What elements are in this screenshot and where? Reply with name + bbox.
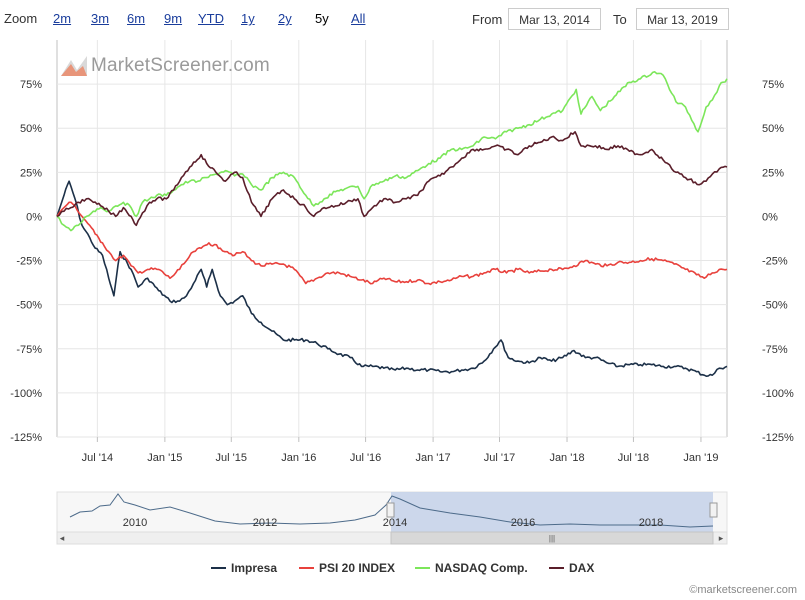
x-tick-label: Jul '16 — [350, 452, 381, 464]
y-tick-label-left: -75% — [16, 344, 42, 356]
y-axis-left: 75% 50% 25% 0% -25% -50% -75% -100% -125% — [10, 79, 42, 444]
x-tick-label: Jul '17 — [484, 452, 515, 464]
zoom-5y-button[interactable]: 5y — [315, 11, 329, 26]
series-line-nasdaq-comp[interactable] — [56, 71, 728, 232]
legend-swatch-psi20 — [299, 567, 314, 569]
zoom-1y-button[interactable]: 1y — [241, 11, 255, 26]
series-line-psi-20-index[interactable] — [56, 201, 728, 286]
y-tick-label-left: -50% — [16, 300, 42, 312]
legend-label-nasdaq: NASDAQ Comp. — [435, 561, 528, 575]
series-line-dax[interactable] — [56, 131, 728, 227]
scrollbar-grip-icon: ||| — [549, 534, 555, 543]
y-tick-label-right: 75% — [762, 79, 784, 91]
zoom-label: Zoom — [4, 11, 38, 26]
zoom-ytd-button[interactable]: YTD — [198, 11, 224, 26]
y-axis-right: 75% 50% 25% 0% -25% -50% -75% -100% -125% — [762, 79, 794, 444]
navigator-year-label: 2012 — [253, 517, 277, 529]
y-tick-label-right: 25% — [762, 167, 784, 179]
logo-text: MarketScreener.com — [91, 55, 270, 76]
y-tick-label-left: 0% — [26, 211, 42, 223]
series-layer — [56, 71, 728, 377]
y-tick-label-left: -25% — [16, 256, 42, 268]
legend-label-psi20: PSI 20 INDEX — [319, 561, 396, 575]
zoom-3m-button[interactable]: 3m — [91, 11, 110, 26]
x-tick-label: Jul '18 — [618, 452, 649, 464]
x-axis: Jul '14 Jan '15 Jul '15 Jan '16 Jul '16 Jan '… — [82, 437, 719, 464]
navigator-year-labels: 2010 2012 2014 2016 2018 — [123, 517, 663, 529]
legend-swatch-dax — [549, 567, 564, 569]
navigator-line — [69, 493, 714, 528]
y-tick-label-right: -100% — [762, 388, 794, 400]
navigator-year-label: 2016 — [511, 517, 535, 529]
legend-swatch-nasdaq — [415, 567, 430, 569]
y-tick-label-left: 75% — [20, 79, 42, 91]
scroll-right-icon[interactable]: ▸ — [719, 533, 724, 543]
y-tick-label-right: 50% — [762, 123, 784, 135]
range-to-label: To — [613, 12, 627, 27]
zoom-2m-button[interactable]: 2m — [53, 11, 72, 26]
range-from-input[interactable]: Mar 13, 2014 — [508, 8, 601, 30]
marketscreener-logo: MarketScreener.com — [61, 55, 270, 77]
range-to-input[interactable]: Mar 13, 2019 — [636, 8, 729, 30]
y-tick-label-left: -125% — [10, 432, 42, 444]
legend-swatch-impresa — [211, 567, 226, 569]
navigator-selection[interactable] — [391, 492, 713, 532]
legend-item-psi20[interactable]: PSI 20 INDEX — [299, 561, 395, 575]
logo-mark-icon — [61, 56, 87, 76]
scroll-left-icon[interactable]: ◂ — [60, 533, 65, 543]
navigator-scrollbar-thumb[interactable] — [390, 531, 714, 545]
zoom-9m-button[interactable]: 9m — [164, 11, 183, 26]
range-from-label: From — [472, 12, 503, 27]
zoom-all-button[interactable]: All — [351, 11, 366, 26]
navigator[interactable]: 2010 2012 2014 2016 2018 ||| ◂ ▸ — [56, 491, 728, 545]
x-tick-label: Jan '19 — [683, 452, 718, 464]
navigator-year-label: 2014 — [383, 517, 407, 529]
y-tick-label-left: 25% — [20, 167, 42, 179]
series-line-impresa[interactable] — [56, 180, 728, 377]
navigator-left-handle[interactable] — [386, 502, 395, 518]
zoom-toolbar: Zoom 2m 3m 6m 9m YTD 1y 2y 5y All From M… — [0, 8, 805, 30]
y-tick-label-left: 50% — [20, 123, 42, 135]
y-tick-label-left: -100% — [10, 388, 42, 400]
zoom-6m-button[interactable]: 6m — [127, 11, 146, 26]
x-tick-label: Jan '17 — [416, 452, 451, 464]
legend-item-nasdaq[interactable]: NASDAQ Comp. — [415, 561, 528, 575]
legend-item-impresa[interactable]: Impresa — [211, 561, 277, 575]
zoom-2y-button[interactable]: 2y — [278, 11, 292, 26]
y-tick-label-right: -25% — [762, 256, 788, 268]
legend-label-dax: DAX — [569, 561, 595, 575]
x-tick-label: Jan '15 — [147, 452, 182, 464]
legend-label-impresa: Impresa — [231, 561, 278, 575]
y-tick-label-right: -125% — [762, 432, 794, 444]
grid-layer — [56, 40, 728, 438]
x-tick-label: Jan '16 — [281, 452, 316, 464]
x-tick-label: Jul '15 — [216, 452, 247, 464]
navigator-right-handle[interactable] — [709, 502, 718, 518]
y-tick-label-right: -75% — [762, 344, 788, 356]
credit-text: ©marketscreener.com — [689, 584, 797, 596]
chart-legend: Impresa PSI 20 INDEX NASDAQ Comp. DAX — [0, 561, 805, 579]
legend-item-dax[interactable]: DAX — [549, 561, 594, 575]
navigator-year-label: 2010 — [123, 517, 147, 529]
x-tick-label: Jan '18 — [549, 452, 584, 464]
y-tick-label-right: -50% — [762, 300, 788, 312]
x-tick-label: Jul '14 — [82, 452, 113, 464]
y-tick-label-right: 0% — [762, 211, 778, 223]
navigator-year-label: 2018 — [639, 517, 663, 529]
